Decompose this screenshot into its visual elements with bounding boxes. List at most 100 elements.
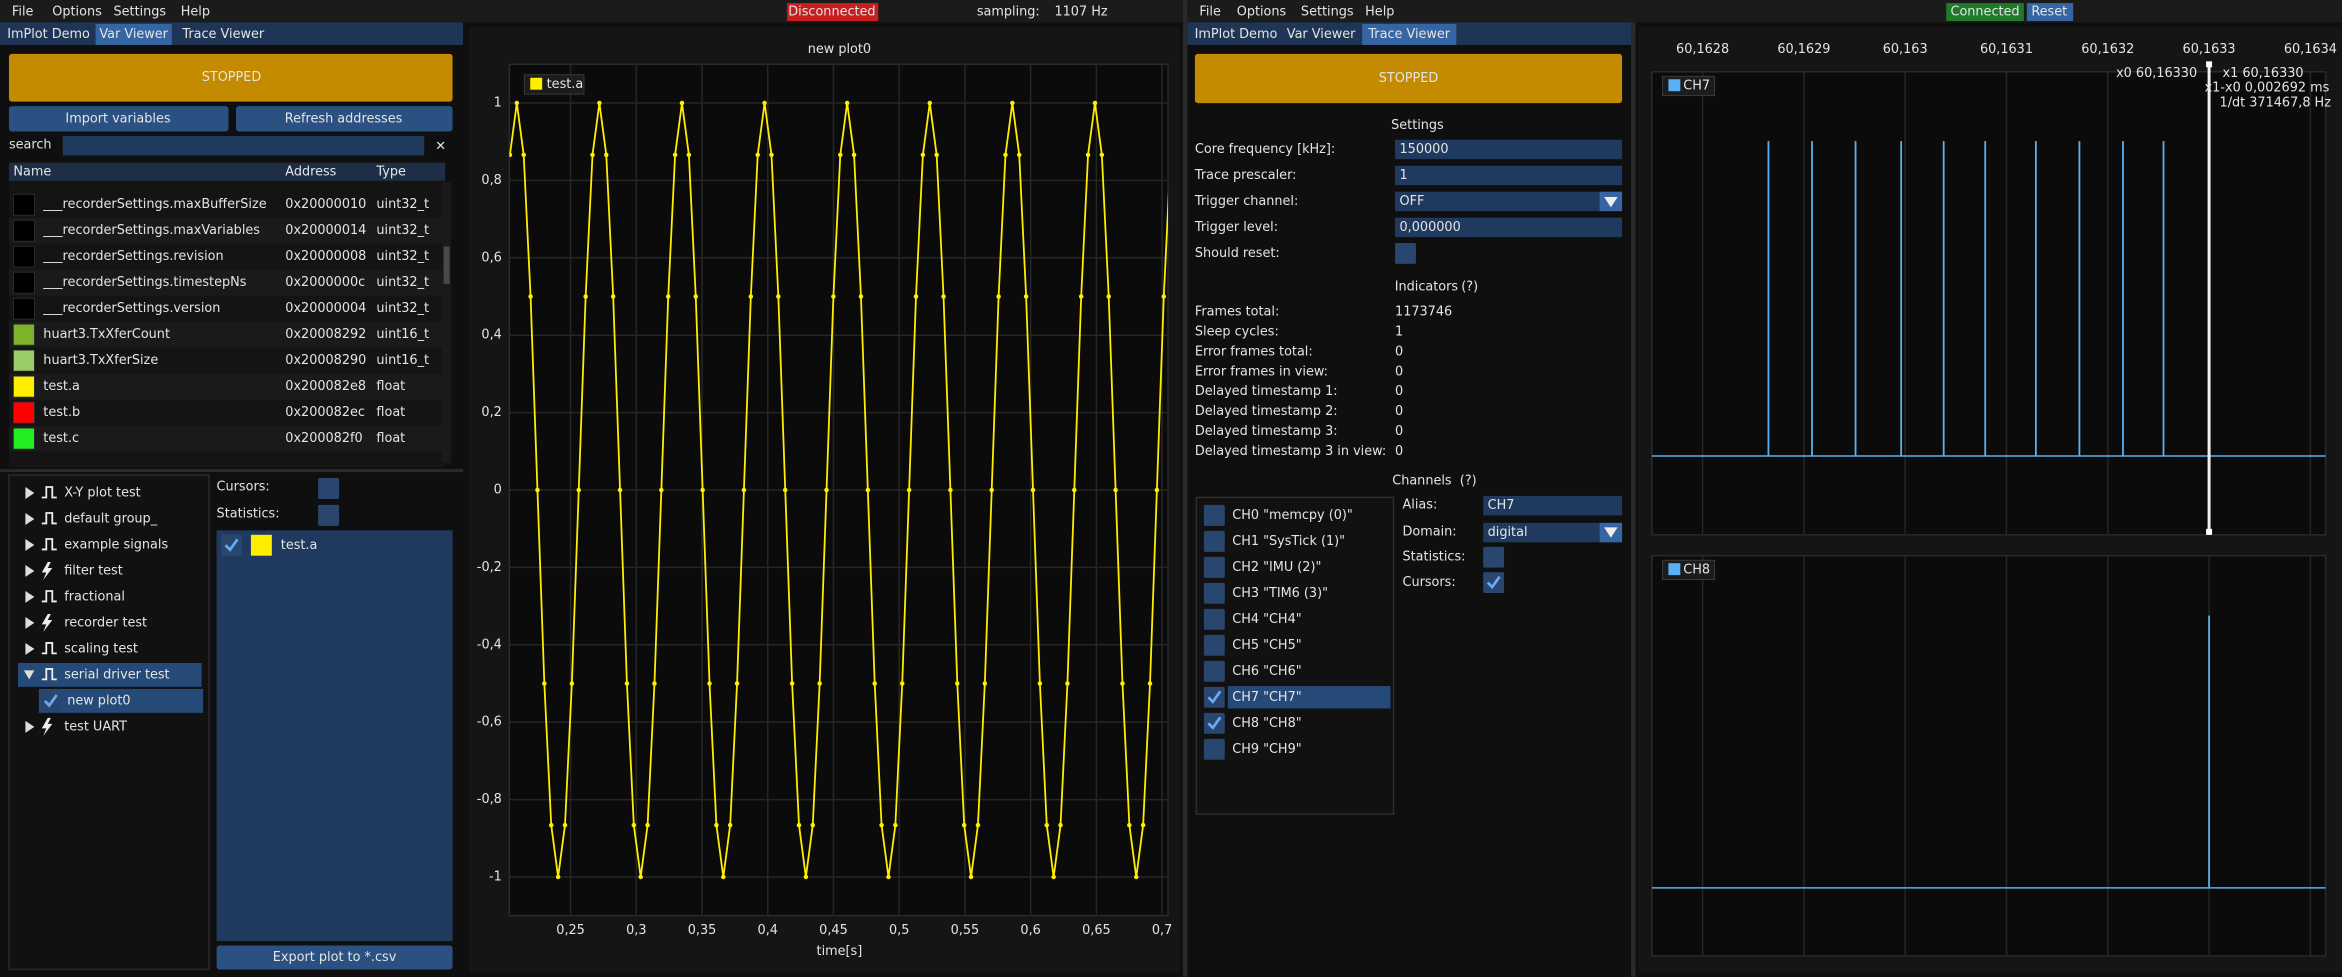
var-name[interactable]: huart3.TxXferSize: [43, 353, 158, 368]
cursors-checkbox[interactable]: [1483, 572, 1505, 594]
reset-label[interactable]: Reset: [2031, 5, 2067, 20]
legend-swatch[interactable]: [530, 77, 543, 90]
alias-value[interactable]: CH7: [1488, 498, 1515, 513]
tree-label[interactable]: default group_: [64, 511, 157, 526]
color-swatch[interactable]: [13, 401, 35, 424]
channel-checkbox[interactable]: [1203, 634, 1225, 656]
tree-arrow[interactable]: [25, 487, 35, 499]
color-swatch[interactable]: [13, 219, 35, 242]
var-name[interactable]: test.c: [43, 431, 79, 446]
channel-label[interactable]: CH5 "CH5": [1232, 638, 1301, 653]
run-label[interactable]: STOPPED: [202, 70, 262, 85]
channel-checkbox[interactable]: [1203, 582, 1225, 604]
tab-label[interactable]: Trace Viewer: [1367, 27, 1450, 42]
var-name[interactable]: ___recorderSettings.maxBufferSize: [42, 197, 266, 212]
tree-label[interactable]: test UART: [64, 719, 127, 734]
setting-value[interactable]: 0,000000: [1400, 220, 1461, 235]
legend-label[interactable]: CH8: [1683, 562, 1710, 577]
statistics-checkbox[interactable]: [1483, 546, 1505, 568]
menu-item[interactable]: Settings: [114, 5, 167, 20]
var-name[interactable]: ___recorderSettings.revision: [42, 249, 223, 264]
var-name[interactable]: ___recorderSettings.timestepNs: [42, 275, 246, 290]
tab[interactable]: [1283, 23, 1360, 45]
var-name[interactable]: test.a: [43, 379, 80, 394]
color-swatch[interactable]: [13, 193, 35, 216]
tab[interactable]: [1191, 23, 1281, 45]
reset-button[interactable]: [2026, 3, 2074, 21]
tab[interactable]: [95, 23, 172, 45]
tree-arrow[interactable]: [25, 720, 35, 733]
setting-value[interactable]: 1: [1400, 168, 1408, 183]
setting-checkbox[interactable]: [1395, 242, 1416, 264]
tab-label[interactable]: ImPlot Demo: [7, 27, 90, 42]
run-button[interactable]: [8, 53, 453, 102]
tab-label[interactable]: Var Viewer: [1287, 27, 1356, 42]
help-marker[interactable]: (?): [1461, 279, 1478, 294]
var-name[interactable]: huart3.TxXferCount: [43, 327, 170, 342]
channel-label[interactable]: CH4 "CH4": [1232, 612, 1301, 627]
channel-checkbox[interactable]: [1203, 530, 1225, 552]
signal-checkbox[interactable]: [221, 534, 242, 556]
channel-checkbox[interactable]: [1203, 712, 1225, 734]
channel-checkbox[interactable]: [1203, 608, 1225, 630]
signal-swatch[interactable]: [250, 534, 272, 556]
legend-swatch[interactable]: [1668, 563, 1681, 576]
channel-label[interactable]: CH7 "CH7": [1232, 690, 1301, 705]
domain-select[interactable]: [1483, 522, 1623, 543]
tree-label[interactable]: X-Y plot test: [64, 485, 140, 500]
tree-label[interactable]: filter test: [64, 563, 123, 578]
menu-item[interactable]: Options: [1237, 5, 1287, 20]
channel-checkbox[interactable]: [1203, 686, 1225, 708]
tree-arrow[interactable]: [25, 564, 35, 577]
tree-arrow[interactable]: [25, 512, 35, 525]
scrollbar-thumb[interactable]: [443, 246, 450, 284]
color-swatch[interactable]: [13, 375, 35, 398]
clear-button[interactable]: ✕: [435, 139, 446, 154]
tree-label[interactable]: recorder test: [64, 615, 147, 630]
export-label[interactable]: Export plot to *.csv: [273, 950, 397, 965]
menu-item[interactable]: File: [1199, 5, 1221, 20]
domain-value[interactable]: digital: [1488, 525, 1528, 540]
tab-label[interactable]: Trace Viewer: [181, 27, 264, 42]
tree-arrow[interactable]: [25, 616, 35, 629]
run-button[interactable]: [1194, 53, 1623, 104]
color-swatch[interactable]: [13, 323, 35, 346]
tree-label[interactable]: new plot0: [67, 693, 130, 708]
setting-value[interactable]: OFF: [1400, 194, 1425, 209]
channel-label[interactable]: CH6 "CH6": [1232, 664, 1301, 679]
channel-label[interactable]: CH8 "CH8": [1232, 716, 1301, 731]
setting-input[interactable]: [1395, 139, 1623, 160]
color-swatch[interactable]: [13, 349, 35, 372]
tree-arrow[interactable]: [23, 670, 35, 680]
channel-checkbox[interactable]: [1203, 504, 1225, 526]
alias-input[interactable]: [1483, 495, 1623, 516]
tree-arrow[interactable]: [25, 590, 35, 603]
menu-item[interactable]: Help: [1365, 5, 1394, 20]
color-swatch[interactable]: [13, 245, 35, 268]
menu-item[interactable]: Settings: [1301, 5, 1354, 20]
button[interactable]: [235, 106, 453, 132]
tab-label[interactable]: ImPlot Demo: [1195, 27, 1278, 42]
menu-item[interactable]: File: [12, 5, 34, 20]
color-swatch[interactable]: [13, 297, 35, 320]
tab[interactable]: [1362, 23, 1457, 45]
button-label[interactable]: Refresh addresses: [285, 111, 403, 126]
channel-checkbox[interactable]: [1203, 738, 1225, 760]
tree-arrow[interactable]: [25, 538, 35, 551]
cursor-handle[interactable]: [2206, 528, 2213, 535]
tree-label[interactable]: example signals: [64, 537, 168, 552]
setting-value[interactable]: 150000: [1400, 142, 1449, 157]
channel-label[interactable]: CH2 "IMU (2)": [1232, 560, 1321, 575]
color-swatch[interactable]: [13, 271, 35, 294]
channel-label[interactable]: CH0 "memcpy (0)": [1232, 508, 1353, 523]
menu-item[interactable]: Options: [52, 5, 102, 20]
tree-arrow[interactable]: [25, 642, 35, 655]
cursors-checkbox[interactable]: [318, 478, 340, 499]
channel-label[interactable]: CH3 "TIM6 (3)": [1232, 586, 1328, 601]
tab[interactable]: [4, 23, 93, 45]
var-name[interactable]: ___recorderSettings.version: [42, 301, 220, 316]
button[interactable]: [8, 106, 229, 132]
tree-label[interactable]: serial driver test: [64, 667, 169, 682]
color-swatch[interactable]: [13, 427, 35, 450]
setting-input[interactable]: [1395, 165, 1623, 186]
